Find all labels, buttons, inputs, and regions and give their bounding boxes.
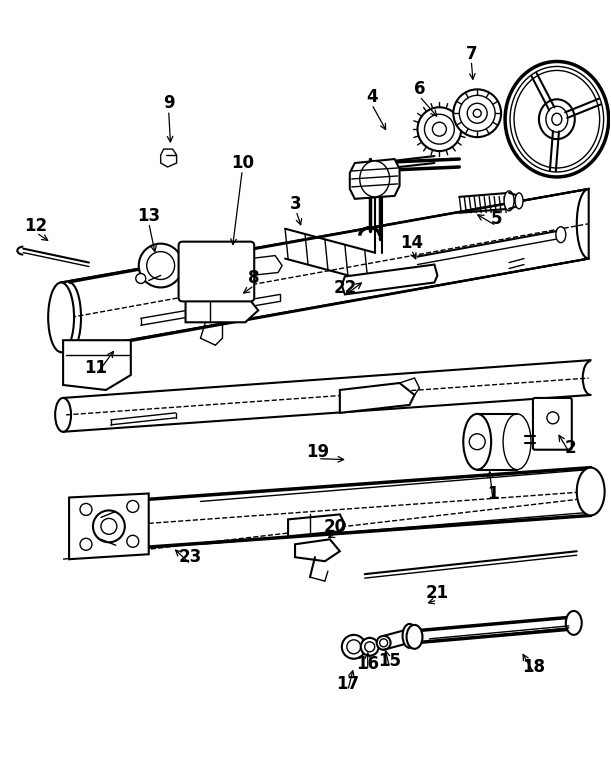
Polygon shape bbox=[69, 494, 148, 559]
Ellipse shape bbox=[360, 161, 390, 197]
Text: 3: 3 bbox=[290, 195, 302, 213]
Text: 18: 18 bbox=[522, 658, 546, 676]
Circle shape bbox=[139, 243, 183, 287]
Text: 6: 6 bbox=[414, 80, 425, 99]
Text: 17: 17 bbox=[336, 675, 359, 693]
Text: 20: 20 bbox=[323, 518, 346, 537]
Ellipse shape bbox=[556, 226, 566, 243]
Circle shape bbox=[365, 642, 375, 651]
Polygon shape bbox=[350, 159, 400, 199]
Circle shape bbox=[425, 114, 455, 144]
Polygon shape bbox=[161, 149, 177, 167]
FancyBboxPatch shape bbox=[533, 398, 572, 450]
Ellipse shape bbox=[577, 467, 605, 515]
Circle shape bbox=[80, 538, 92, 551]
Text: 12: 12 bbox=[24, 216, 48, 235]
Circle shape bbox=[127, 535, 139, 547]
Ellipse shape bbox=[406, 625, 422, 649]
Text: 21: 21 bbox=[426, 584, 449, 602]
Ellipse shape bbox=[463, 413, 491, 470]
Text: 2: 2 bbox=[565, 439, 577, 457]
Polygon shape bbox=[295, 539, 340, 561]
Circle shape bbox=[433, 122, 447, 136]
Circle shape bbox=[347, 640, 360, 654]
Circle shape bbox=[136, 273, 146, 283]
Polygon shape bbox=[63, 340, 131, 390]
Polygon shape bbox=[342, 265, 437, 294]
Ellipse shape bbox=[55, 398, 71, 432]
Text: 5: 5 bbox=[491, 209, 502, 228]
Circle shape bbox=[459, 95, 495, 131]
FancyBboxPatch shape bbox=[178, 242, 254, 301]
Text: 19: 19 bbox=[306, 443, 329, 460]
Polygon shape bbox=[251, 256, 282, 276]
Circle shape bbox=[379, 639, 387, 647]
Ellipse shape bbox=[510, 66, 604, 172]
Ellipse shape bbox=[503, 413, 531, 470]
Ellipse shape bbox=[515, 192, 523, 209]
Text: 14: 14 bbox=[400, 233, 423, 252]
Text: 4: 4 bbox=[366, 89, 378, 106]
Ellipse shape bbox=[539, 99, 575, 139]
Text: 9: 9 bbox=[163, 94, 174, 112]
Polygon shape bbox=[186, 300, 258, 323]
Circle shape bbox=[417, 107, 461, 151]
Circle shape bbox=[467, 103, 487, 123]
Text: 16: 16 bbox=[356, 654, 379, 673]
Circle shape bbox=[376, 636, 390, 650]
Text: 15: 15 bbox=[378, 651, 401, 670]
Text: 1: 1 bbox=[488, 486, 499, 504]
Circle shape bbox=[453, 89, 501, 137]
Text: 11: 11 bbox=[84, 359, 108, 377]
Circle shape bbox=[547, 412, 559, 424]
Ellipse shape bbox=[505, 62, 609, 177]
Circle shape bbox=[474, 109, 481, 117]
Ellipse shape bbox=[504, 191, 514, 211]
Circle shape bbox=[360, 638, 379, 656]
Polygon shape bbox=[288, 514, 345, 537]
Circle shape bbox=[80, 504, 92, 515]
Text: 10: 10 bbox=[231, 154, 254, 172]
Polygon shape bbox=[340, 383, 414, 413]
Ellipse shape bbox=[566, 611, 582, 634]
Ellipse shape bbox=[552, 113, 562, 126]
Circle shape bbox=[469, 434, 485, 450]
Ellipse shape bbox=[546, 106, 568, 132]
Ellipse shape bbox=[403, 624, 417, 648]
Text: 22: 22 bbox=[333, 280, 356, 297]
Circle shape bbox=[342, 634, 366, 659]
Text: 13: 13 bbox=[137, 207, 160, 225]
Text: 23: 23 bbox=[179, 548, 202, 566]
Circle shape bbox=[127, 500, 139, 512]
Text: 7: 7 bbox=[466, 45, 477, 62]
Circle shape bbox=[101, 518, 117, 534]
Circle shape bbox=[93, 511, 125, 542]
Ellipse shape bbox=[514, 70, 599, 168]
Text: 8: 8 bbox=[249, 270, 260, 287]
Ellipse shape bbox=[48, 283, 74, 352]
Polygon shape bbox=[61, 189, 589, 352]
Circle shape bbox=[147, 252, 175, 280]
